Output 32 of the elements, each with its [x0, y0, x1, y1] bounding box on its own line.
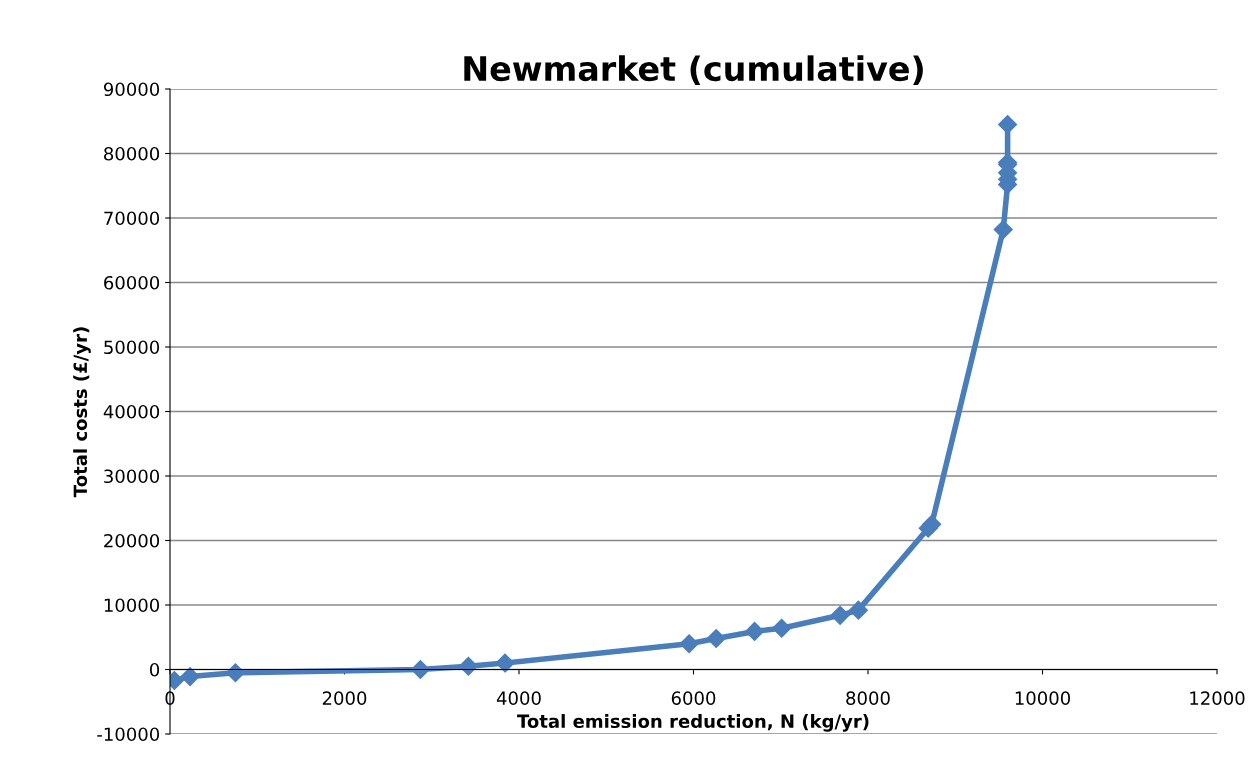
chart-title: Newmarket (cumulative)	[464, 55, 923, 86]
y-tick-label: 30000	[104, 469, 160, 484]
y-tick-label: 20000	[104, 533, 160, 548]
y-tick-label: 90000	[103, 82, 160, 97]
y-tick-label: -10000	[97, 727, 160, 742]
point	[706, 629, 726, 649]
point	[495, 653, 515, 673]
x-tick-label: 12000	[1190, 691, 1245, 705]
point	[998, 114, 1018, 135]
y-tick-label: 0	[149, 662, 160, 677]
point	[830, 605, 850, 625]
y-tick-label: 50000	[104, 340, 160, 355]
x-tick-label: 10000	[1015, 691, 1071, 705]
point	[993, 220, 1013, 240]
point	[848, 600, 868, 620]
point	[772, 618, 792, 638]
y-tick-label: 10000	[104, 598, 160, 613]
point	[458, 656, 478, 676]
point	[180, 667, 200, 687]
y-tick-label: 80000	[104, 146, 160, 161]
y-axis-title: Total costs (£/yr)	[73, 327, 91, 498]
y-tick-label: 40000	[103, 404, 160, 419]
y-tick-label: 60000	[104, 275, 160, 290]
y-tick-label: 70000	[104, 211, 160, 226]
x-tick-label: 4000	[496, 691, 541, 705]
point	[745, 621, 765, 641]
x-tick-label: 6000	[671, 691, 716, 705]
x-axis-title: Total emission reduction, N (kg/yr)	[517, 714, 869, 732]
x-tick-label: 8000	[846, 691, 890, 705]
point	[679, 634, 699, 654]
x-tick-label: 2000	[322, 691, 367, 705]
point	[225, 663, 245, 683]
